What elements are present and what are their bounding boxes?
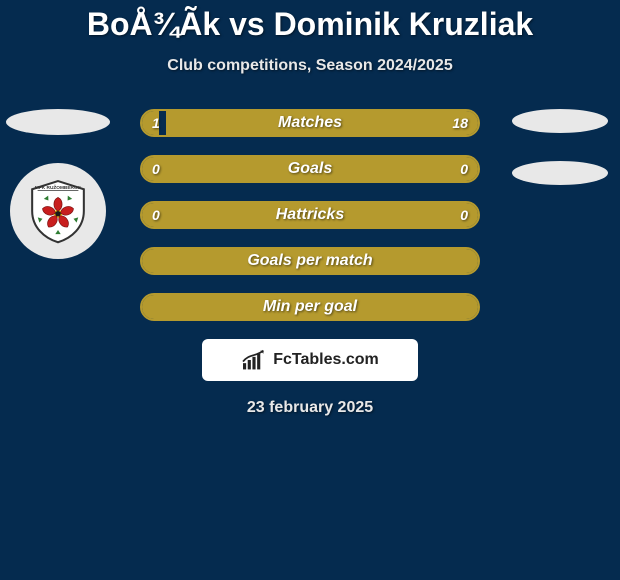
stat-bar: Min per goal [140, 293, 480, 321]
stat-label: Min per goal [142, 295, 478, 319]
stat-label: Goals per match [142, 249, 478, 273]
stat-bar: 00Hattricks [140, 201, 480, 229]
player-photo-placeholder-right-1 [512, 109, 608, 133]
stat-label: Matches [142, 111, 478, 135]
brand-watermark[interactable]: FcTables.com [202, 339, 418, 381]
stat-label: Goals [142, 157, 478, 181]
right-player-column [504, 109, 614, 213]
player-photo-placeholder-left [6, 109, 110, 135]
team-crest-left: MFK RUŽOMBEROK [10, 163, 106, 259]
stat-bars-container: 118Matches 00Goals 00Hattricks Goals per ma… [140, 109, 480, 321]
shield-icon: MFK RUŽOMBEROK [24, 177, 92, 245]
player-photo-placeholder-right-2 [512, 161, 608, 185]
comparison-content: MFK RUŽOMBEROK [0, 109, 620, 417]
comparison-date: 23 february 2025 [10, 399, 610, 417]
stat-bar: 00Goals [140, 155, 480, 183]
brand-text: FcTables.com [273, 351, 379, 369]
stat-label: Hattricks [142, 203, 478, 227]
page-title: BoÅ¾Ãk vs Dominik Kruzliak [0, 0, 620, 43]
page-subtitle: Club competitions, Season 2024/2025 [0, 57, 620, 75]
stat-bar: Goals per match [140, 247, 480, 275]
left-player-column: MFK RUŽOMBEROK [6, 109, 116, 259]
stat-bar: 118Matches [140, 109, 480, 137]
chart-icon [241, 349, 267, 371]
